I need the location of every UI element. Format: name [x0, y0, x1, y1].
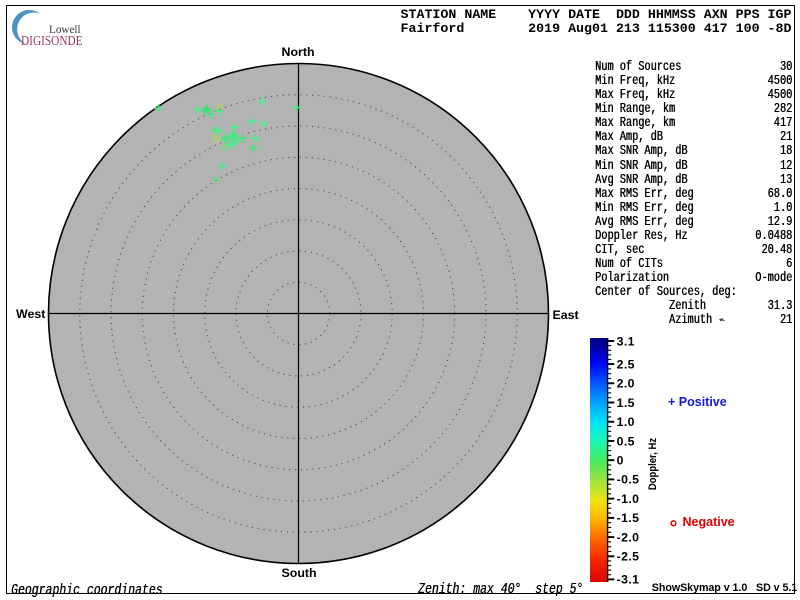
svg-text:3.1: 3.1 — [617, 334, 635, 348]
svg-text:2.0: 2.0 — [617, 377, 635, 391]
svg-text:-1.5: -1.5 — [617, 511, 640, 525]
svg-text:1.0: 1.0 — [617, 415, 635, 429]
svg-text:1.5: 1.5 — [617, 396, 635, 410]
svg-text:-2.5: -2.5 — [617, 550, 640, 564]
svg-text:0.5: 0.5 — [617, 434, 635, 448]
svg-text:-2.0: -2.0 — [617, 530, 640, 544]
svg-text:-0.5: -0.5 — [617, 473, 640, 487]
svg-text:-3.1: -3.1 — [617, 573, 640, 587]
svg-text:2.5: 2.5 — [617, 357, 635, 371]
svg-text:0: 0 — [617, 454, 624, 468]
svg-text:-1.0: -1.0 — [617, 492, 640, 506]
